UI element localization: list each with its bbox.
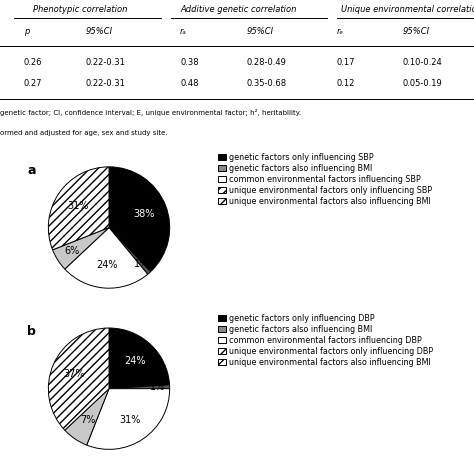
Legend: genetic factors only influencing SBP, genetic factors also influencing BMI, comm: genetic factors only influencing SBP, ge… (218, 153, 432, 206)
Text: Unique environmental correlation: Unique environmental correlation (341, 5, 474, 14)
Text: 1%: 1% (150, 382, 165, 392)
Text: 0.10-0.24: 0.10-0.24 (403, 58, 443, 67)
Text: 95%CI: 95%CI (246, 27, 273, 36)
Text: 0.28-0.49: 0.28-0.49 (246, 58, 286, 67)
Text: 7%: 7% (80, 415, 96, 425)
Text: 24%: 24% (96, 260, 118, 270)
Text: 38%: 38% (133, 209, 155, 219)
Text: genetic factor; CI, confidence interval; E, unique environmental factor; h², her: genetic factor; CI, confidence interval;… (0, 109, 301, 116)
Text: 0.22-0.31: 0.22-0.31 (85, 79, 125, 88)
Text: 0.27: 0.27 (24, 79, 42, 88)
Text: b: b (27, 325, 36, 338)
Text: a: a (27, 164, 36, 177)
Wedge shape (65, 389, 109, 445)
Text: rₐ: rₐ (180, 27, 187, 36)
Wedge shape (48, 167, 109, 250)
Text: 0.12: 0.12 (337, 79, 355, 88)
Text: 95%CI: 95%CI (85, 27, 112, 36)
Wedge shape (109, 167, 170, 272)
Wedge shape (109, 228, 151, 274)
Text: 24%: 24% (124, 356, 146, 366)
Wedge shape (53, 228, 109, 269)
Text: rₑ: rₑ (337, 27, 344, 36)
Text: Additive genetic correlation: Additive genetic correlation (180, 5, 297, 14)
Wedge shape (109, 385, 170, 389)
Text: Phenotypic correlation: Phenotypic correlation (33, 5, 128, 14)
Wedge shape (87, 389, 170, 449)
Text: ormed and adjusted for age, sex and study site.: ormed and adjusted for age, sex and stud… (0, 130, 168, 137)
Text: 0.35-0.68: 0.35-0.68 (246, 79, 287, 88)
Text: 0.22-0.31: 0.22-0.31 (85, 58, 125, 67)
Text: 6%: 6% (64, 246, 80, 256)
Wedge shape (48, 328, 109, 430)
Text: 0.48: 0.48 (180, 79, 199, 88)
Wedge shape (65, 228, 148, 288)
Text: 0.17: 0.17 (337, 58, 355, 67)
Text: 1%: 1% (134, 259, 149, 269)
Text: 31%: 31% (119, 415, 141, 425)
Text: 31%: 31% (67, 201, 89, 211)
Text: 37%: 37% (64, 369, 85, 379)
Text: 0.05-0.19: 0.05-0.19 (403, 79, 443, 88)
Text: 95%CI: 95%CI (403, 27, 430, 36)
Legend: genetic factors only influencing DBP, genetic factors also influencing BMI, comm: genetic factors only influencing DBP, ge… (218, 314, 433, 367)
Text: 0.26: 0.26 (24, 58, 42, 67)
Text: 0.38: 0.38 (180, 58, 199, 67)
Wedge shape (109, 328, 170, 389)
Text: p: p (24, 27, 29, 36)
